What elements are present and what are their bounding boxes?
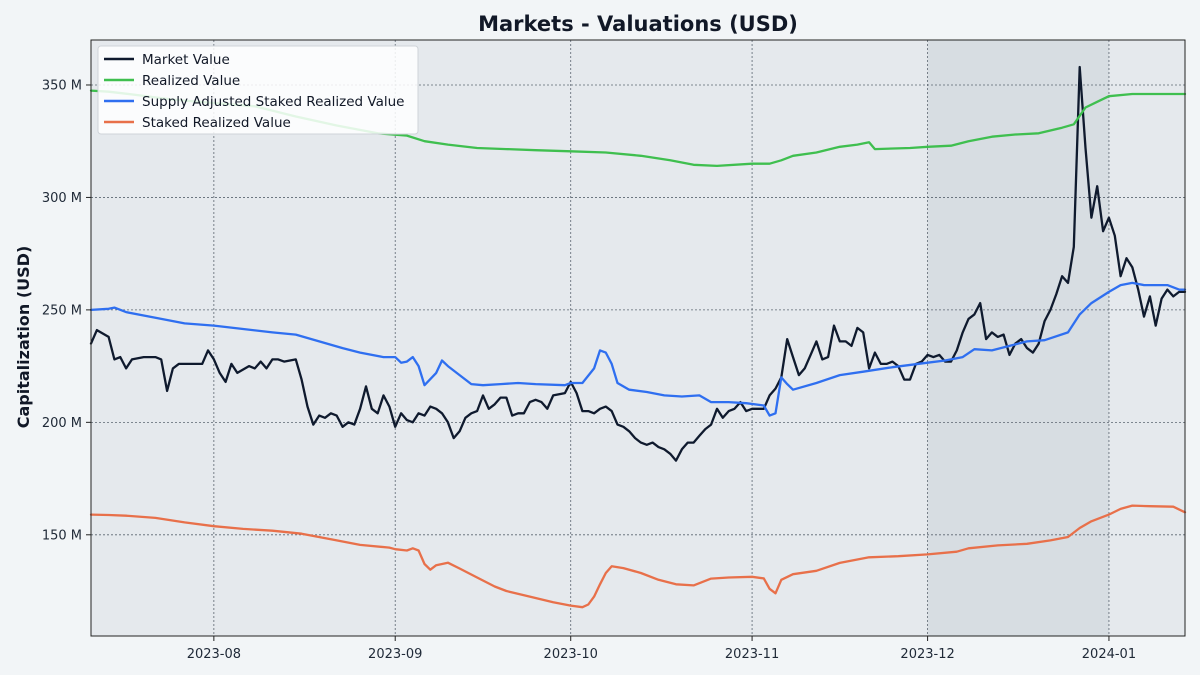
legend-box	[97, 45, 419, 135]
plot-frame	[90, 39, 1186, 637]
x-axis: 2023-08 2023-09 2023-10 2023-11 2023-12 2024-…	[187, 636, 1136, 662]
x-tick-label: 2024-01	[1082, 647, 1136, 662]
y-tick-label: 200 M	[42, 416, 82, 431]
series-line-market-value	[89, 65, 1187, 462]
legend-label-market-value[interactable]: Market Value	[142, 52, 230, 68]
x-tick-label: 2023-11	[725, 647, 779, 662]
x-tick-label: 2023-09	[368, 647, 422, 662]
x-tick-label: 2023-10	[544, 647, 598, 662]
x-tick-label: 2023-08	[187, 647, 241, 662]
x-tick-label: 2023-12	[900, 647, 954, 662]
legend[interactable]: Market Value Realized Value Supply Adjuste…	[97, 45, 419, 135]
y-tick-label: 250 M	[42, 303, 82, 318]
legend-label-realized-value[interactable]: Realized Value	[142, 73, 240, 89]
legend-label-staked-realized-value[interactable]: Staked Realized Value	[142, 115, 291, 131]
plot-area	[91, 40, 1185, 636]
chart-title: Markets - Valuations (USD)	[478, 12, 798, 36]
y-tick-label: 350 M	[42, 78, 82, 93]
axes-frame	[90, 39, 1186, 637]
legend-label-supply-adjusted-staked-realized-value[interactable]: Supply Adjusted Staked Realized Value	[142, 94, 404, 110]
highlight-band	[927, 40, 1109, 636]
y-axis-label: Capitalization (USD)	[14, 246, 33, 429]
series-line-staked-realized-value	[89, 504, 1187, 609]
grid-lines	[91, 40, 1185, 636]
y-tick-label: 150 M	[42, 528, 82, 543]
y-axis: 150 M 200 M 250 M 300 M 350 M	[42, 78, 91, 543]
series-line-supply-adjusted-staked-realized-value	[89, 281, 1187, 417]
y-tick-label: 300 M	[42, 191, 82, 206]
